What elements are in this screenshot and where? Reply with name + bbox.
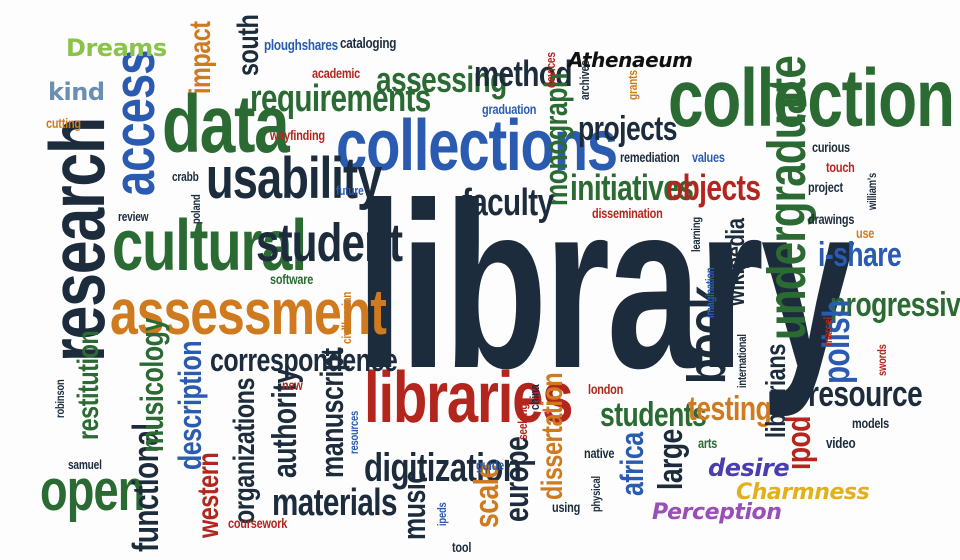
word-williams: william's bbox=[865, 173, 879, 210]
word-ishare: i-share bbox=[818, 236, 902, 274]
word-review: review bbox=[118, 209, 149, 224]
word-resources: resources bbox=[347, 410, 361, 454]
word-restitution: restitution bbox=[72, 330, 105, 440]
word-correspondence: correspondence bbox=[210, 342, 398, 378]
word-guide: guide bbox=[476, 457, 505, 473]
word-digitization: digitization bbox=[364, 446, 522, 490]
word-cutting: cutting bbox=[46, 115, 81, 131]
word-future: future bbox=[336, 183, 364, 198]
word-manuscript: manuscript bbox=[314, 348, 350, 478]
word-objects: objects bbox=[666, 167, 761, 208]
word-data: data bbox=[162, 79, 290, 170]
word-large: large bbox=[652, 429, 690, 490]
word-kind: kind bbox=[48, 78, 105, 106]
word-cataloging: cataloging bbox=[340, 35, 397, 52]
word-software: software bbox=[270, 271, 314, 287]
word-requirements: requirements bbox=[250, 78, 431, 120]
word-dissemination: dissemination bbox=[592, 205, 663, 221]
word-south: south bbox=[232, 14, 265, 76]
word-civil: civil bbox=[339, 325, 354, 344]
word-desire: desire bbox=[708, 454, 790, 482]
word-initiatives: initiatives bbox=[570, 167, 694, 208]
word-students: students bbox=[600, 396, 707, 434]
word-dissertation: dissertation bbox=[536, 372, 569, 500]
word-progressive: progressive bbox=[830, 286, 960, 324]
word-models: models bbox=[852, 415, 889, 431]
word-open: open bbox=[40, 458, 145, 523]
word-wayfinding: wayfinding bbox=[270, 127, 325, 143]
word-library: library bbox=[356, 154, 855, 418]
word-librarian: librarian bbox=[339, 291, 354, 330]
word-libraries: libraries bbox=[364, 358, 574, 438]
word-remediation: remediation bbox=[620, 149, 680, 165]
word-archives: archives bbox=[577, 60, 592, 100]
word-coursework: coursework bbox=[228, 515, 288, 531]
word-athenaeum: Athenaeum bbox=[568, 48, 693, 72]
word-student: student bbox=[256, 213, 403, 273]
word-academic: academic bbox=[312, 65, 361, 81]
word-workforce: workforce bbox=[807, 332, 821, 376]
word-tool: tool bbox=[452, 539, 472, 555]
word-london: london bbox=[588, 381, 624, 397]
word-ipeds: ipeds bbox=[435, 502, 449, 526]
word-faculty: faculty bbox=[462, 182, 554, 224]
word-undergraduate: undergraduate bbox=[757, 56, 817, 341]
word-china: china bbox=[527, 384, 542, 410]
word-touch: touch bbox=[826, 159, 855, 175]
word-cultural: cultural bbox=[112, 206, 307, 286]
word-western: western bbox=[192, 452, 225, 538]
word-dreams: Dreams bbox=[66, 34, 167, 62]
word-imagination: imagination bbox=[703, 267, 717, 318]
word-using: using bbox=[552, 499, 581, 515]
word-graduation: graduation bbox=[482, 101, 537, 117]
word-europe: europe bbox=[498, 436, 536, 522]
word-project: project bbox=[808, 179, 843, 195]
word-drawings: drawings bbox=[808, 211, 855, 227]
word-music: music bbox=[396, 470, 432, 540]
word-video: video bbox=[826, 435, 856, 452]
word-testing: testing bbox=[688, 390, 772, 428]
word-assessing: assessing bbox=[376, 59, 507, 100]
word-assessment: assessment bbox=[110, 276, 387, 348]
word-usability: usability bbox=[206, 146, 382, 211]
word-curious: curious bbox=[812, 139, 850, 155]
word-use: use bbox=[856, 225, 875, 241]
word-learning: learning bbox=[689, 217, 703, 252]
word-samuel: samuel bbox=[68, 457, 102, 472]
word-impact: impact bbox=[184, 21, 217, 94]
word-values: values bbox=[692, 149, 725, 165]
word-physical: physical bbox=[589, 476, 603, 512]
word-poland: poland bbox=[189, 194, 203, 224]
word-crabb: crabb bbox=[172, 169, 199, 184]
word-collections: collections bbox=[336, 106, 618, 186]
word-collection: collection bbox=[668, 53, 955, 144]
word-projects: projects bbox=[578, 110, 677, 148]
word-new: new bbox=[282, 377, 303, 393]
word-access: access bbox=[102, 50, 167, 196]
word-charmness: Charmness bbox=[736, 480, 870, 505]
word-perception: Perception bbox=[652, 500, 782, 525]
word-role: role bbox=[616, 337, 636, 353]
word-marcel: marcel bbox=[821, 316, 835, 346]
word-resource: resource bbox=[808, 373, 923, 414]
word-native: native bbox=[584, 445, 615, 461]
word-robinson: robinson bbox=[53, 379, 67, 418]
word-swords: swords bbox=[875, 344, 889, 376]
word-wikipedia: wikipedia bbox=[720, 218, 750, 306]
word-arts: arts bbox=[698, 435, 718, 451]
word-method: method bbox=[474, 53, 573, 94]
word-grants: grants bbox=[625, 70, 640, 100]
word-musicology: musicology bbox=[134, 318, 170, 452]
word-description: description bbox=[172, 340, 208, 470]
word-devices: devices bbox=[543, 52, 558, 88]
word-materials: materials bbox=[272, 482, 397, 524]
word-dr: dr bbox=[622, 301, 633, 317]
word-organizations: organizations bbox=[228, 377, 261, 524]
word-africa: africa bbox=[614, 432, 650, 496]
word-international: international bbox=[735, 334, 749, 388]
word-ploughshares: ploughshares bbox=[264, 37, 338, 54]
